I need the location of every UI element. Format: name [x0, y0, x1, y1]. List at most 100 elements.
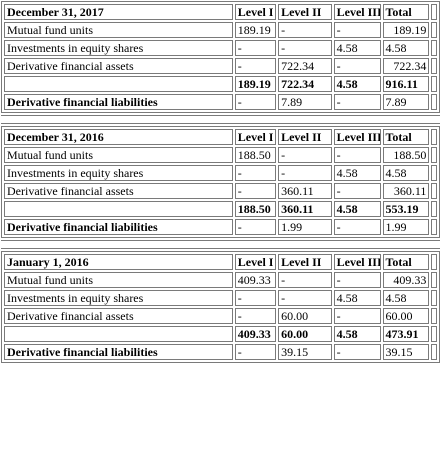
gap-cell — [431, 344, 437, 360]
cell-level-2: - — [278, 147, 332, 163]
fair-value-hierarchy-document: December 31, 2017 Level I Level II Level… — [1, 1, 440, 363]
header-level-3: Level III — [333, 129, 381, 145]
cell-level-2: - — [278, 22, 332, 38]
gap-cell — [431, 22, 437, 38]
table-row: Derivative financial assets - 722.34 - 7… — [4, 58, 437, 74]
header-total: Total — [382, 254, 430, 270]
row-label: Investments in equity shares — [4, 40, 233, 56]
liabilities-label: Derivative financial liabilities — [4, 219, 233, 235]
gap-cell — [431, 129, 437, 145]
cell-level-3: - — [333, 183, 381, 199]
cell-level-2: - — [278, 40, 332, 56]
header-level-3: Level III — [333, 254, 381, 270]
table-header-row: December 31, 2016 Level I Level II Level… — [4, 129, 437, 145]
row-label: Mutual fund units — [4, 147, 233, 163]
section-divider — [1, 115, 440, 124]
liabilities-level-2: 7.89 — [278, 94, 332, 110]
table-row: Investments in equity shares - - 4.58 4.… — [4, 165, 437, 181]
liabilities-row: Derivative financial liabilities - 1.99 … — [4, 219, 437, 235]
gap-cell — [431, 201, 437, 217]
gap-cell — [431, 290, 437, 306]
cell-level-3: 4.58 — [333, 165, 381, 181]
subtotal-label-cell — [4, 76, 233, 92]
liabilities-level-1: - — [234, 219, 277, 235]
header-level-1: Level I — [234, 254, 277, 270]
liabilities-level-1: - — [234, 344, 277, 360]
table-row: Mutual fund units 188.50 - - 188.50 — [4, 147, 437, 163]
row-label: Derivative financial assets — [4, 183, 233, 199]
header-level-1: Level I — [234, 4, 277, 20]
section-date: December 31, 2016 — [4, 129, 233, 145]
fair-value-table-dec-2017: December 31, 2017 Level I Level II Level… — [1, 1, 440, 113]
fair-value-table-jan-2016: January 1, 2016 Level I Level II Level I… — [1, 251, 440, 363]
table-row: Mutual fund units 189.19 - - 189.19 — [4, 22, 437, 38]
header-total: Total — [382, 129, 430, 145]
liabilities-total: 1.99 — [382, 219, 430, 235]
header-total: Total — [382, 4, 430, 20]
cell-total: 4.58 — [382, 165, 430, 181]
cell-level-1: - — [234, 183, 277, 199]
header-level-3: Level III — [333, 4, 381, 20]
section-divider — [1, 240, 440, 249]
gap-cell — [431, 165, 437, 181]
subtotal-level-3: 4.58 — [333, 201, 381, 217]
liabilities-level-2: 1.99 — [278, 219, 332, 235]
table-header-row: December 31, 2017 Level I Level II Level… — [4, 4, 437, 20]
gap-cell — [431, 183, 437, 199]
row-label: Mutual fund units — [4, 22, 233, 38]
cell-level-2: 60.00 — [278, 308, 332, 324]
subtotal-total: 553.19 — [382, 201, 430, 217]
gap-cell — [431, 4, 437, 20]
liabilities-level-2: 39.15 — [278, 344, 332, 360]
row-label: Mutual fund units — [4, 272, 233, 288]
table-row: Investments in equity shares - - 4.58 4.… — [4, 290, 437, 306]
subtotal-level-2: 60.00 — [278, 326, 332, 342]
liabilities-row: Derivative financial liabilities - 7.89 … — [4, 94, 437, 110]
subtotal-level-3: 4.58 — [333, 326, 381, 342]
subtotal-level-3: 4.58 — [333, 76, 381, 92]
cell-level-1: - — [234, 165, 277, 181]
table-row: Investments in equity shares - - 4.58 4.… — [4, 40, 437, 56]
subtotal-level-1: 409.33 — [234, 326, 277, 342]
cell-level-1: - — [234, 40, 277, 56]
gap-cell — [431, 308, 437, 324]
header-level-1: Level I — [234, 129, 277, 145]
table-row: Derivative financial assets - 360.11 - 3… — [4, 183, 437, 199]
liabilities-level-3: - — [333, 94, 381, 110]
cell-level-3: 4.58 — [333, 290, 381, 306]
subtotal-level-2: 360.11 — [278, 201, 332, 217]
liabilities-label: Derivative financial liabilities — [4, 344, 233, 360]
gap-cell — [431, 76, 437, 92]
gap-cell — [431, 147, 437, 163]
liabilities-level-1: - — [234, 94, 277, 110]
subtotal-label-cell — [4, 326, 233, 342]
gap-cell — [431, 40, 437, 56]
cell-level-2: - — [278, 272, 332, 288]
row-label: Derivative financial assets — [4, 308, 233, 324]
header-level-2: Level II — [278, 254, 332, 270]
section-date: January 1, 2016 — [4, 254, 233, 270]
liabilities-level-3: - — [333, 219, 381, 235]
cell-level-1: 409.33 — [234, 272, 277, 288]
subtotal-label-cell — [4, 201, 233, 217]
cell-level-3: - — [333, 308, 381, 324]
cell-level-2: 722.34 — [278, 58, 332, 74]
gap-cell — [431, 58, 437, 74]
gap-cell — [431, 254, 437, 270]
cell-level-2: - — [278, 290, 332, 306]
subtotal-row: 188.50 360.11 4.58 553.19 — [4, 201, 437, 217]
subtotal-level-1: 189.19 — [234, 76, 277, 92]
cell-level-3: - — [333, 22, 381, 38]
cell-total: 409.33 — [382, 272, 430, 288]
cell-level-1: 189.19 — [234, 22, 277, 38]
row-label: Investments in equity shares — [4, 165, 233, 181]
cell-level-1: - — [234, 58, 277, 74]
cell-level-1: - — [234, 290, 277, 306]
cell-total: 4.58 — [382, 290, 430, 306]
gap-cell — [431, 94, 437, 110]
table-header-row: January 1, 2016 Level I Level II Level I… — [4, 254, 437, 270]
subtotal-row: 409.33 60.00 4.58 473.91 — [4, 326, 437, 342]
liabilities-label: Derivative financial liabilities — [4, 94, 233, 110]
cell-total: 60.00 — [382, 308, 430, 324]
liabilities-row: Derivative financial liabilities - 39.15… — [4, 344, 437, 360]
